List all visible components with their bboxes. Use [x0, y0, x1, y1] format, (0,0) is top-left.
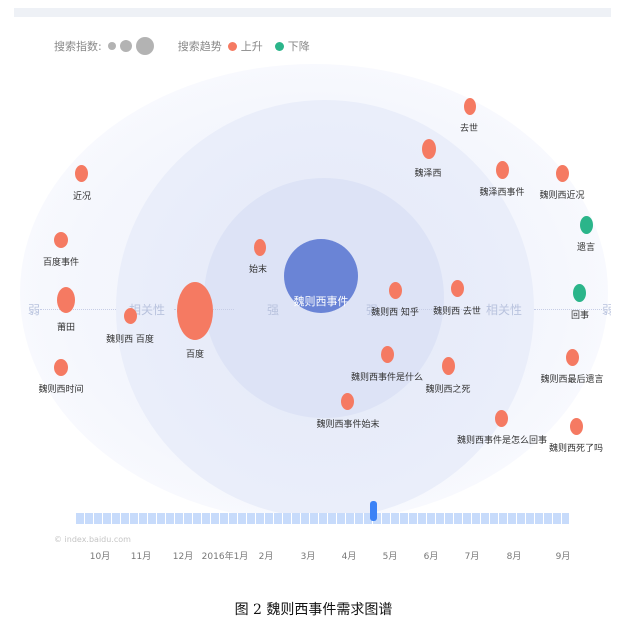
- legend-index-label: 搜索指数:: [54, 40, 102, 53]
- timeline-month: 10月: [89, 552, 111, 562]
- node-bubble-baidu[interactable]: [177, 282, 213, 340]
- node-label-putian: 莆田: [56, 323, 76, 333]
- timeline-month: 11月: [130, 552, 152, 562]
- center-keyword-circle[interactable]: [284, 239, 358, 313]
- node-label-weizexi-zuihou: 魏则西最后遗言: [540, 375, 604, 385]
- node-bubble-huishi[interactable]: [573, 284, 586, 302]
- node-label-weizexi-shimo: 魏则西事件始末: [316, 420, 380, 430]
- node-label-weizexi-name: 魏泽西: [414, 169, 442, 179]
- timeline-track[interactable]: [76, 513, 569, 524]
- node-bubble-weizexi-jinkuang[interactable]: [556, 165, 569, 182]
- node-bubble-weizexi-shijian2[interactable]: [496, 161, 509, 179]
- timeline-month: 9月: [555, 552, 571, 562]
- node-bubble-jinkuang[interactable]: [75, 165, 88, 182]
- node-label-weizexi-baidu: 魏则西 百度: [106, 335, 154, 345]
- node-label-yiyan: 遗言: [576, 243, 596, 253]
- node-bubble-weizexi-shimo[interactable]: [341, 393, 354, 410]
- timeline-month: 4月: [341, 552, 357, 562]
- watermark: © index.baidu.com: [54, 535, 131, 544]
- node-bubble-putian[interactable]: [57, 287, 75, 313]
- node-bubble-weizexi-zhisi[interactable]: [442, 357, 455, 375]
- demand-graph-panel: 搜索指数: 搜索趋势 上升 下降 弱 相关性 强 强 相关性 弱 魏则西事件 近…: [14, 8, 611, 576]
- node-label-baidu: 百度: [185, 350, 205, 360]
- center-keyword-label: 魏则西事件: [293, 295, 349, 308]
- node-bubble-weizexi-zuihou[interactable]: [566, 349, 579, 366]
- node-label-weizexi-shijian2: 魏泽西事件: [479, 188, 525, 198]
- node-bubble-shimo[interactable]: [254, 239, 266, 256]
- legend-down-dot-icon: [274, 41, 284, 51]
- legend-small-dot-icon: [107, 42, 116, 50]
- axis-relevance-left: 相关性: [129, 303, 166, 317]
- node-label-weizexi-shenme: 魏则西事件是什么: [350, 373, 424, 383]
- node-bubble-weizexi-zenme[interactable]: [495, 410, 508, 427]
- axis-dotline-right-inner: [384, 309, 480, 310]
- legend-medium-dot-icon: [119, 40, 132, 52]
- node-label-weizexi-zhihu: 魏则西 知乎: [371, 308, 419, 318]
- node-bubble-weizexi-time[interactable]: [54, 359, 68, 376]
- axis-dotline-left: [40, 309, 116, 310]
- legend-up-dot-icon: [227, 41, 237, 51]
- axis-relevance-right: 相关性: [486, 303, 523, 317]
- legend-trend-label: 搜索趋势: [177, 40, 222, 53]
- node-bubble-weizexi-zhihu[interactable]: [389, 282, 402, 299]
- figure-caption: 图 2 魏则西事件需求图谱: [234, 602, 393, 618]
- node-bubble-yiyan[interactable]: [580, 216, 593, 234]
- axis-weak-right: 弱: [602, 303, 611, 317]
- node-label-weizexi-zenme: 魏则西事件是怎么回事: [456, 436, 548, 446]
- node-bubble-weizexi-shenme[interactable]: [381, 346, 394, 363]
- timeline-month: 7月: [464, 552, 480, 562]
- node-label-baidu-shijian: 百度事件: [42, 258, 80, 268]
- timeline-month: 5月: [382, 552, 398, 562]
- node-label-weizexi-time: 魏则西时间: [38, 385, 84, 395]
- axis-dotline-right: [534, 309, 602, 310]
- timeline-month: 6月: [423, 552, 439, 562]
- legend: 搜索指数: 搜索趋势 上升 下降: [54, 34, 316, 58]
- timeline-month: 2016年1月: [201, 552, 249, 562]
- legend-large-dot-icon: [135, 37, 154, 55]
- node-label-huishi: 回事: [570, 311, 590, 321]
- node-bubble-weizexi-qushi[interactable]: [451, 280, 464, 297]
- node-bubble-qushi[interactable]: [464, 98, 476, 115]
- legend-down-label: 下降: [287, 40, 310, 53]
- node-bubble-baidu-shijian[interactable]: [54, 232, 68, 248]
- node-label-shimo: 始末: [248, 265, 268, 275]
- timeline-month: 8月: [506, 552, 522, 562]
- axis-strong-left: 强: [267, 303, 280, 317]
- timeline-month: 3月: [300, 552, 316, 562]
- node-label-weizexi-jinkuang: 魏则西近况: [539, 191, 585, 201]
- node-label-weizexi-sile: 魏则西死了吗: [548, 444, 604, 454]
- node-label-jinkuang: 近况: [72, 192, 92, 202]
- node-label-qushi: 去世: [459, 124, 479, 134]
- node-bubble-weizexi-name[interactable]: [422, 139, 436, 159]
- node-label-weizexi-zhisi: 魏则西之死: [425, 385, 471, 395]
- node-label-weizexi-qushi: 魏则西 去世: [433, 307, 481, 317]
- axis-weak-left: 弱: [28, 303, 41, 317]
- top-bar: [14, 8, 611, 17]
- timeline-month: 12月: [172, 552, 194, 562]
- legend-up-label: 上升: [240, 40, 263, 53]
- node-bubble-weizexi-baidu[interactable]: [124, 308, 137, 324]
- timeline-month: 2月: [258, 552, 274, 562]
- node-bubble-weizexi-sile[interactable]: [570, 418, 583, 435]
- axis-strong-right: 强: [366, 303, 379, 317]
- timeline-handle[interactable]: [370, 501, 377, 521]
